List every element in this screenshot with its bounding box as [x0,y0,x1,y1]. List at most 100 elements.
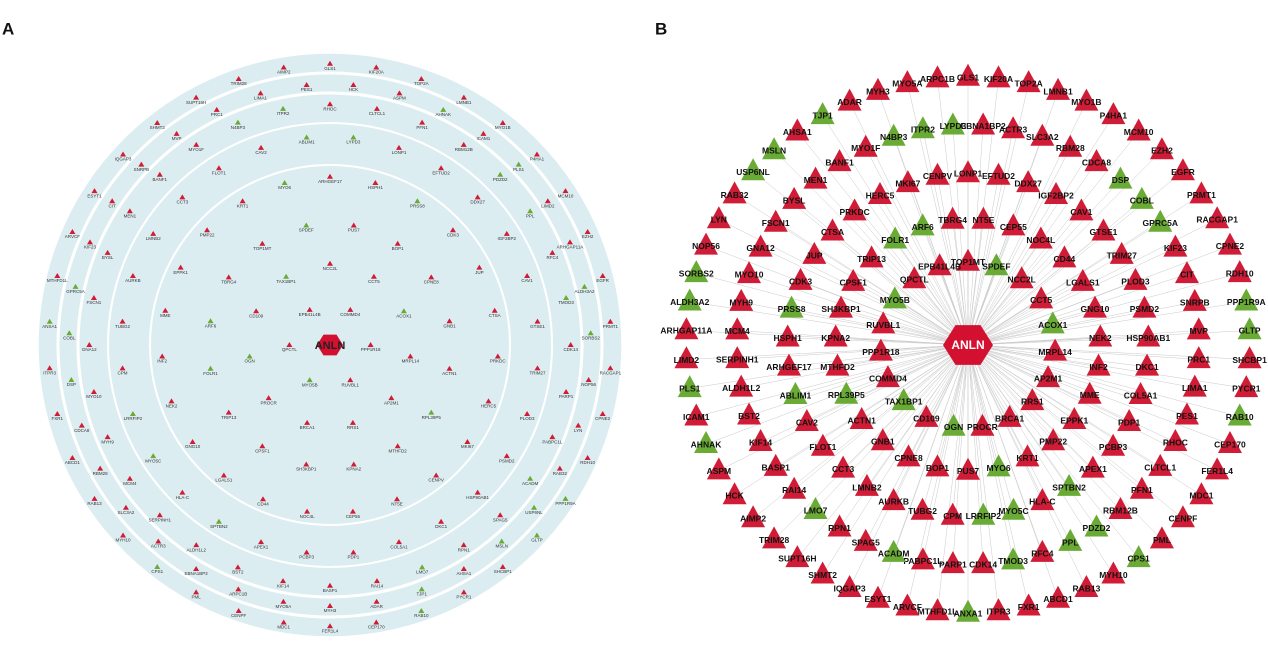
node-label: LONP1 [392,150,407,155]
node [910,547,935,570]
node [396,90,403,96]
edge [893,344,969,554]
node [215,165,222,171]
node-label: MYH3 [866,86,890,96]
node-label: ABLIM1 [780,390,812,400]
node [460,566,467,572]
edge [967,273,1240,346]
node [367,342,374,347]
node [775,324,800,347]
node-label: DKC1 [1135,362,1158,372]
node [677,375,702,398]
node [303,461,310,467]
node-label: BANF1 [825,158,854,168]
node-label: PRMT1 [603,324,619,329]
node-label: FLOT1 [809,442,836,452]
node [104,249,111,255]
node-label: MYO5B [302,382,318,387]
node-label: SERPINH1 [716,355,759,365]
edge [937,175,969,346]
node [1086,353,1111,376]
node-label: TRIP13 [857,254,886,264]
node [865,585,890,608]
node [1109,241,1134,264]
node [497,171,504,177]
node-label: RHOC [1163,437,1188,447]
edge [967,258,1065,346]
node [956,63,980,86]
node-label: MYO1F [189,147,205,152]
node [168,398,175,404]
node-label: ICAM1 [477,136,491,141]
node [407,353,414,359]
node-label: NT5E [391,501,403,506]
node [563,388,570,394]
edge [967,344,1143,491]
node-label: TAX1BP1 [276,279,296,284]
node-label: ACOX1 [396,313,412,318]
node-label: CPM [118,371,128,376]
node [446,318,453,324]
node [910,213,935,236]
node [737,402,762,425]
node-label: MYO5C [145,458,162,463]
node-label: IQGAP3 [834,583,866,593]
node-label: MYO5A [892,79,922,89]
node-label: FSCN1 [762,218,790,228]
node-label: BST2 [232,570,244,575]
node-label: TRIM28 [231,81,248,86]
node-label: SH3KBP1 [296,467,317,472]
edge [967,129,1014,346]
node [1016,170,1041,193]
panel-label: B [655,19,667,38]
node [722,482,747,505]
node-label: DSP [1112,175,1130,185]
node-label: PRSS8 [778,304,806,314]
node [104,434,111,440]
node-label: GNB1 [871,437,895,447]
node-label: HLA-C [176,495,190,500]
node [895,170,920,193]
node [306,306,313,312]
node [207,318,214,324]
node [304,419,311,425]
node-label: BASP1 [762,462,791,472]
edge [696,273,969,346]
node-label: EGFR [596,278,609,283]
node [849,407,874,430]
node-label: ADAR [370,604,383,609]
node-label: CPSF1 [255,448,270,453]
node [997,404,1022,427]
node-label: MEN1 [804,175,828,185]
node [373,598,380,604]
node-label: MCM10 [1124,127,1154,137]
node-label: MYO5A [276,604,292,609]
edge [741,344,969,389]
node-label: CIT [1180,270,1195,280]
node-label: BYSL [783,195,806,205]
node-label: PPL [1062,537,1079,547]
node-label: TRIM28 [759,535,790,545]
node-label: PYCR1 [456,595,472,600]
node [258,539,265,545]
node [87,239,94,245]
node [1001,497,1026,520]
node [234,119,241,125]
node-label: P4HA1 [530,157,545,162]
node-label: RRS1 [347,425,360,430]
node-label: ACTN1 [442,371,457,376]
node [940,551,965,574]
node [986,65,1011,88]
edge [839,162,969,346]
node-label: PPP1R18 [361,347,381,352]
node-label: MYH3 [324,608,337,613]
node-label: ANXA1 [42,324,57,329]
node-label: LRRFIP2 [966,511,1002,521]
node-label: RFC4 [546,255,558,260]
node-label: GNG10 [1081,304,1110,314]
node-label: PLOD3 [520,416,535,421]
node-label: TOP2A [1015,79,1043,89]
edge [760,344,969,443]
node [72,283,79,289]
node-label: PDZD2 [493,177,508,182]
